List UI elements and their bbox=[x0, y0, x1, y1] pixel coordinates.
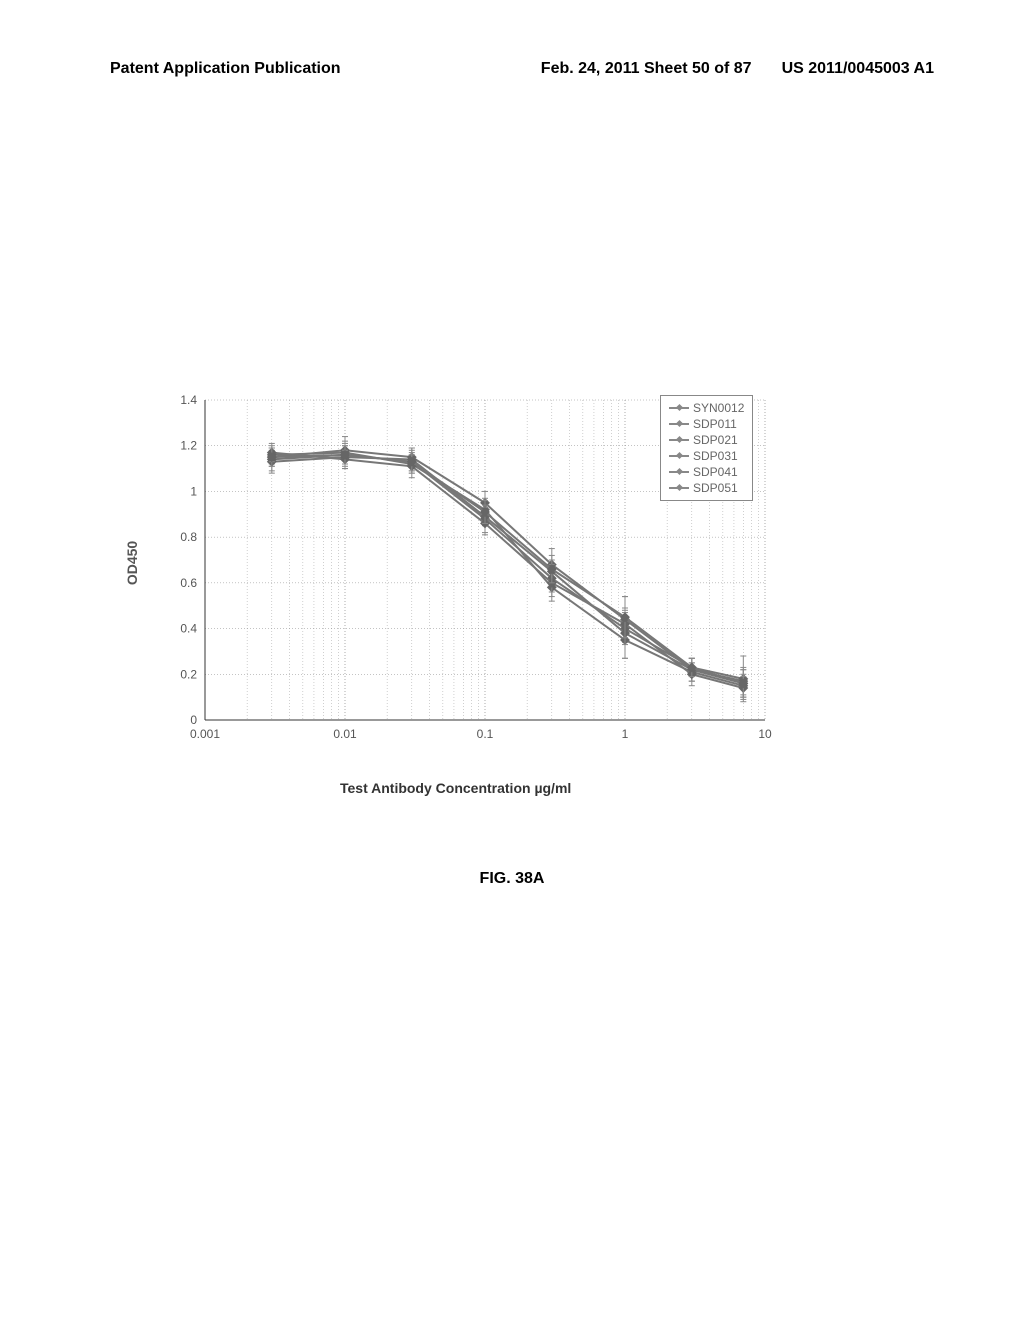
header-left: Patent Application Publication bbox=[110, 60, 341, 78]
legend-label: SDP051 bbox=[693, 481, 738, 495]
svg-text:0.1: 0.1 bbox=[477, 727, 494, 741]
legend-item: SDP041 bbox=[669, 464, 744, 480]
legend-marker-icon bbox=[669, 487, 689, 489]
svg-text:0.01: 0.01 bbox=[333, 727, 357, 741]
legend-label: SDP031 bbox=[693, 449, 738, 463]
svg-text:0: 0 bbox=[190, 713, 197, 727]
legend-marker-icon bbox=[669, 423, 689, 425]
legend-marker-icon bbox=[669, 407, 689, 409]
legend-label: SDP041 bbox=[693, 465, 738, 479]
svg-text:0.8: 0.8 bbox=[180, 530, 197, 544]
legend-label: SDP021 bbox=[693, 433, 738, 447]
legend-marker-icon bbox=[669, 455, 689, 457]
svg-text:1: 1 bbox=[622, 727, 629, 741]
legend-label: SYN0012 bbox=[693, 401, 744, 415]
legend-item: SYN0012 bbox=[669, 400, 744, 416]
svg-text:0.2: 0.2 bbox=[180, 667, 197, 681]
svg-text:1: 1 bbox=[190, 484, 197, 498]
legend-item: SDP031 bbox=[669, 448, 744, 464]
legend-label: SDP011 bbox=[693, 417, 737, 431]
x-axis-label: Test Antibody Concentration µg/ml bbox=[340, 780, 571, 796]
header-center: Feb. 24, 2011 Sheet 50 of 87 bbox=[541, 60, 752, 78]
legend-item: SDP021 bbox=[669, 432, 744, 448]
figure-label: FIG. 38A bbox=[0, 870, 1024, 888]
legend-marker-icon bbox=[669, 439, 689, 441]
svg-text:1.2: 1.2 bbox=[180, 439, 197, 453]
legend-item: SDP011 bbox=[669, 416, 744, 432]
svg-text:0.4: 0.4 bbox=[180, 622, 197, 636]
page-header: Patent Application Publication Feb. 24, … bbox=[0, 60, 1024, 78]
svg-text:0.6: 0.6 bbox=[180, 576, 197, 590]
y-axis-label: OD450 bbox=[124, 541, 140, 585]
legend: SYN0012 SDP011 SDP021 SDP031 SDP041 SDP051 bbox=[660, 395, 753, 501]
svg-text:10: 10 bbox=[758, 727, 772, 741]
svg-text:0.001: 0.001 bbox=[190, 727, 220, 741]
header-right: US 2011/0045003 A1 bbox=[782, 60, 934, 78]
legend-marker-icon bbox=[669, 471, 689, 473]
legend-item: SDP051 bbox=[669, 480, 744, 496]
svg-text:1.4: 1.4 bbox=[180, 393, 197, 407]
